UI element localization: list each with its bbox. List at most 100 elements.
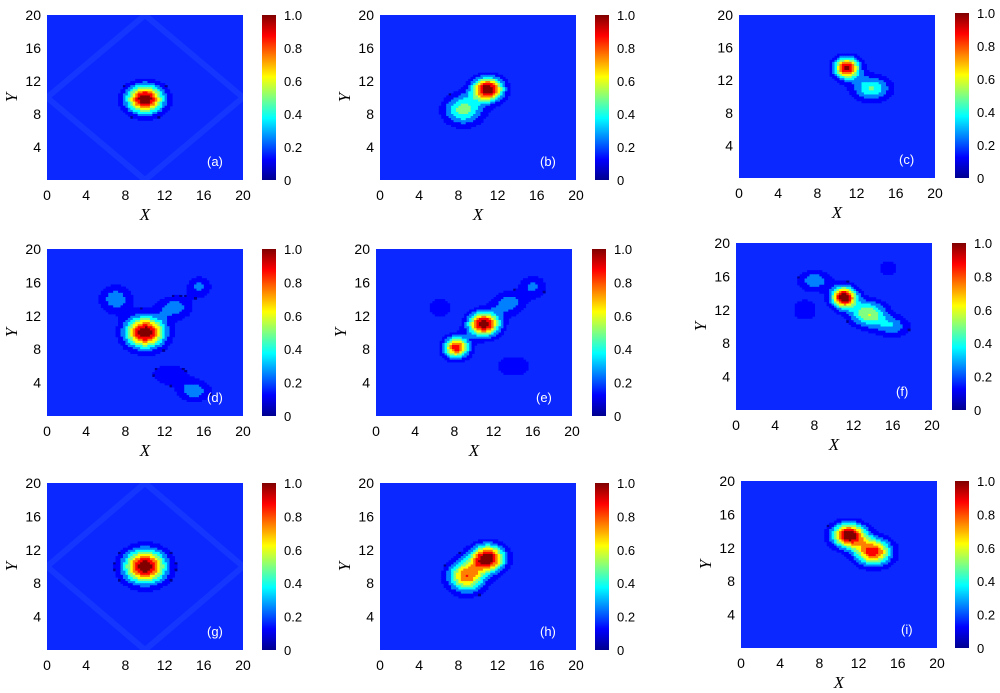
heatmap-cell [486,332,490,336]
heatmap-cell [142,353,146,357]
heatmap-cell [488,330,492,334]
heatmap-cell [854,65,858,69]
heatmap-cell [890,332,894,336]
heatmap-cell [860,297,864,300]
heatmap-cell [132,568,136,572]
heatmap-cell [203,393,207,396]
heatmap-cell [868,309,872,313]
heatmap-cell [854,53,858,57]
heatmap-cell [837,72,841,75]
heatmap-cell [181,307,185,311]
heatmap-cell [885,263,889,267]
heatmap-cell [132,311,136,315]
heatmap-cell [130,103,134,107]
heatmap-cell [471,319,475,323]
heatmap-cell [154,330,158,334]
heatmap-cell [169,570,173,574]
heatmap-cell [861,100,865,104]
heatmap-cell [448,562,452,566]
heatmap-cell [851,61,855,65]
heatmap-cell [115,313,119,317]
heatmap-cell [169,317,173,321]
heatmap-cell [145,99,149,103]
heatmap-cell [483,311,487,315]
heatmap-cell [162,576,166,580]
heatmap-cell [500,566,504,570]
heatmap-cell [132,551,136,555]
heatmap-cell [140,311,144,315]
heatmap-cell [122,326,126,329]
heatmap-cell [811,311,815,315]
heatmap-cell [147,589,151,593]
heatmap-cell [500,83,504,86]
heatmap-cell [480,107,484,111]
heatmap-cell [135,87,139,90]
heatmap-cell [164,332,168,336]
heatmap-cell [863,82,867,85]
heatmap-cell [110,286,114,290]
heatmap-cell [451,103,455,107]
heatmap-cell [115,284,119,288]
heatmap-cell [167,309,171,313]
heatmap-cell [513,365,517,369]
heatmap-cell [515,303,519,306]
heatmap-cell [542,284,546,288]
heatmap-cell [856,293,860,296]
heatmap-cell [455,118,459,121]
heatmap-cell [486,336,490,340]
heatmap-cell [169,553,173,557]
heatmap-cell [481,336,485,340]
heatmap-cell [157,107,161,111]
heatmap-cell [142,78,146,82]
heatmap-cell [523,292,527,296]
heatmap-cell [849,70,853,73]
heatmap-cell [145,576,149,580]
heatmap-cell [145,570,149,574]
heatmap-cell [466,322,470,325]
heatmap-cell [174,374,178,377]
heatmap-cell [105,301,109,304]
heatmap-cell [873,305,877,309]
heatmap-cell [887,305,891,309]
heatmap-cell [498,328,502,332]
heatmap-cell [875,324,879,328]
heatmap-cell [105,286,109,290]
heatmap-cell [122,330,126,334]
heatmap-cell [135,81,139,84]
heatmap-cell [448,585,452,588]
heatmap-cell [475,574,479,578]
heatmap-cell [113,286,117,290]
heatmap-cell [807,270,811,273]
heatmap-cell [878,92,882,96]
heatmap-cell [807,276,811,280]
heatmap-cell [171,311,175,315]
heatmap-cell [520,288,524,292]
heatmap-cell [443,116,447,119]
heatmap-cell [532,278,536,281]
heatmap-cell [164,549,168,553]
heatmap-cell [127,107,131,111]
heatmap-cell [147,332,151,336]
heatmap-cell [887,272,891,275]
heatmap-cell [478,589,482,593]
heatmap-cell [142,340,146,344]
heatmap-cell [821,291,825,294]
heatmap-cell [837,74,841,77]
heatmap-cell [162,93,166,97]
heatmap-cell [485,97,489,101]
heatmap-cell [474,315,478,319]
heatmap-cell [485,560,489,563]
heatmap-cell [154,332,158,336]
heatmap-cell [135,99,139,103]
heatmap-cell [125,583,129,586]
heatmap-cell [120,322,124,325]
heatmap-cell [485,541,489,545]
heatmap-cell [469,317,473,321]
heatmap-cell [147,585,151,588]
heatmap-cell [120,93,124,97]
heatmap-cell [470,560,474,563]
heatmap-cell [490,553,494,557]
heatmap-cell [157,324,161,327]
heatmap-cell [140,324,144,327]
heatmap-cell [475,551,479,555]
